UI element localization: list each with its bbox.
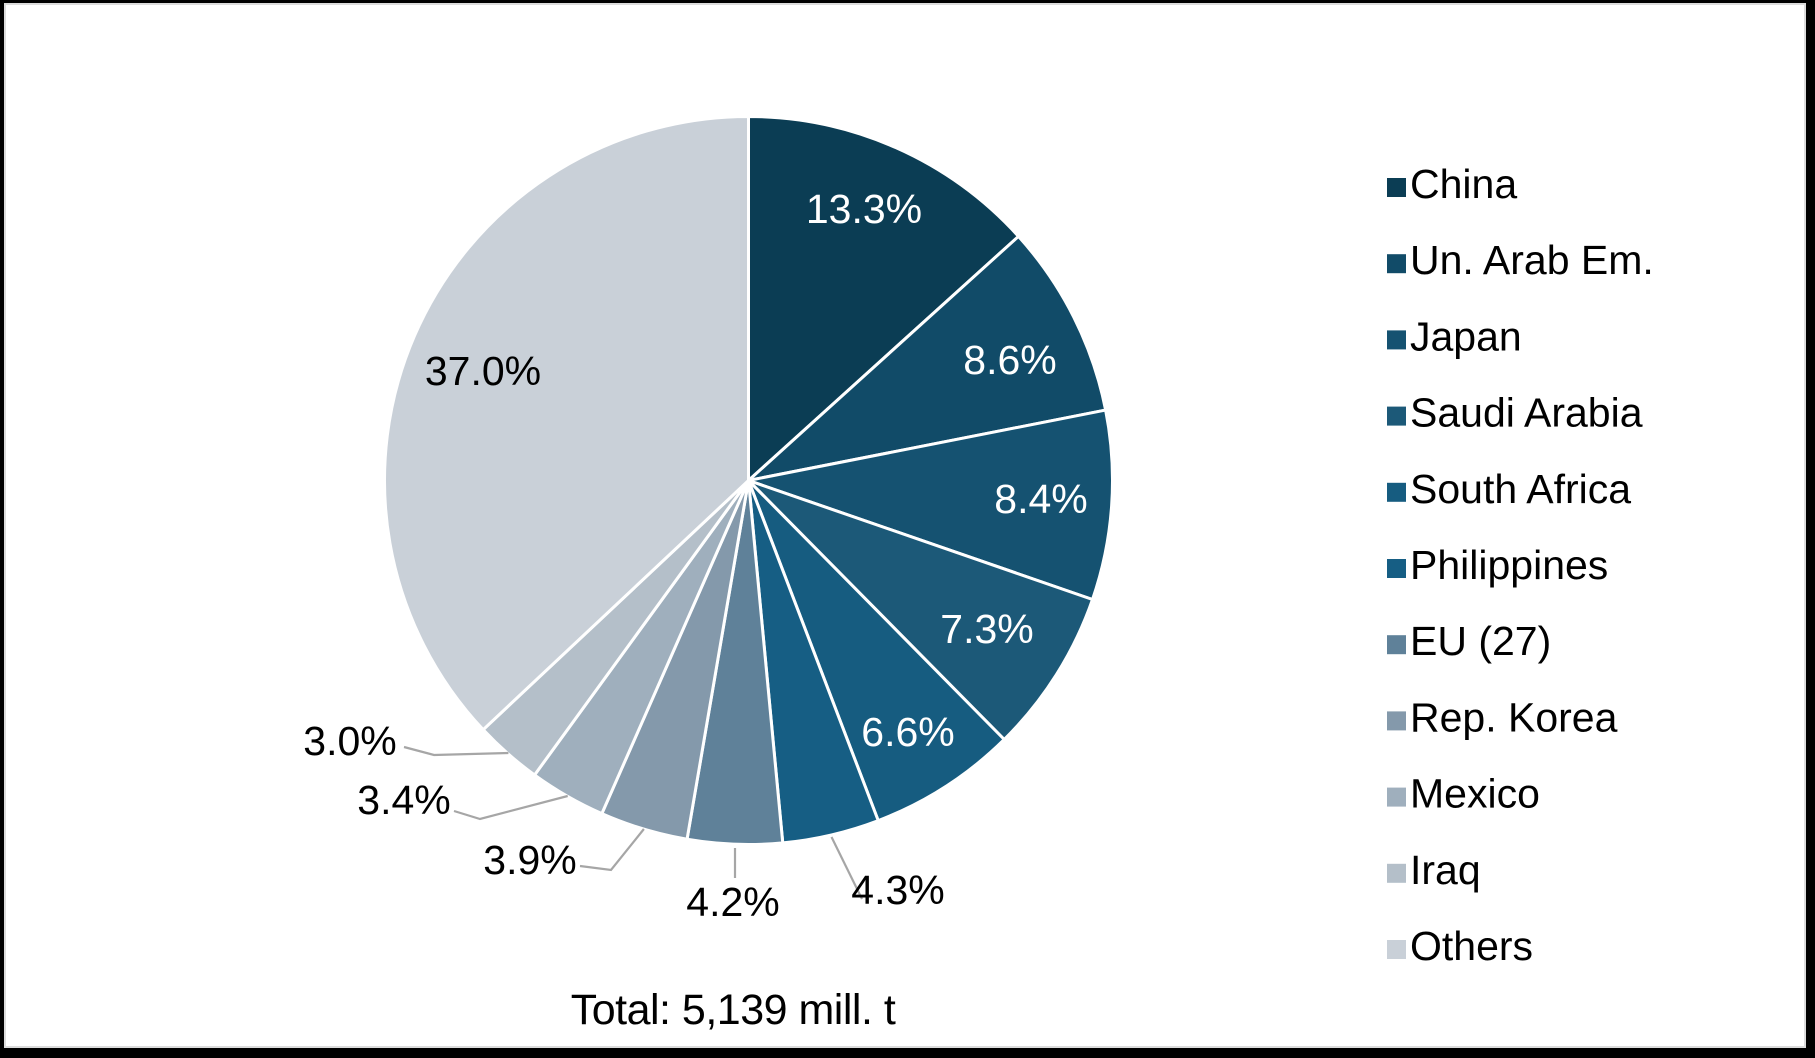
svg-text:Rep. Korea: Rep. Korea: [1410, 694, 1618, 740]
svg-text:Saudi Arabia: Saudi Arabia: [1410, 390, 1643, 436]
svg-text:13.3%: 13.3%: [806, 186, 922, 232]
svg-text:3.9%: 3.9%: [483, 837, 576, 883]
svg-text:Philippines: Philippines: [1410, 542, 1608, 588]
svg-text:4.3%: 4.3%: [851, 867, 944, 913]
svg-text:Japan: Japan: [1410, 313, 1522, 359]
svg-text:Mexico: Mexico: [1410, 771, 1540, 817]
svg-text:South Africa: South Africa: [1410, 466, 1631, 512]
svg-text:China: China: [1410, 161, 1517, 207]
svg-text:8.4%: 8.4%: [994, 476, 1087, 522]
svg-text:3.4%: 3.4%: [357, 777, 450, 823]
svg-text:Total: 5,139 mill. t: Total: 5,139 mill. t: [571, 986, 896, 1034]
svg-text:3.0%: 3.0%: [303, 718, 396, 764]
svg-text:4.2%: 4.2%: [686, 879, 779, 925]
svg-text:Iraq: Iraq: [1410, 847, 1481, 893]
svg-text:Others: Others: [1410, 923, 1533, 969]
svg-text:37.0%: 37.0%: [425, 348, 541, 394]
svg-text:EU (27): EU (27): [1410, 618, 1551, 664]
svg-text:Un. Arab Em.: Un. Arab Em.: [1410, 237, 1654, 283]
svg-text:7.3%: 7.3%: [940, 606, 1033, 652]
svg-text:8.6%: 8.6%: [963, 337, 1056, 383]
svg-text:6.6%: 6.6%: [861, 709, 954, 755]
